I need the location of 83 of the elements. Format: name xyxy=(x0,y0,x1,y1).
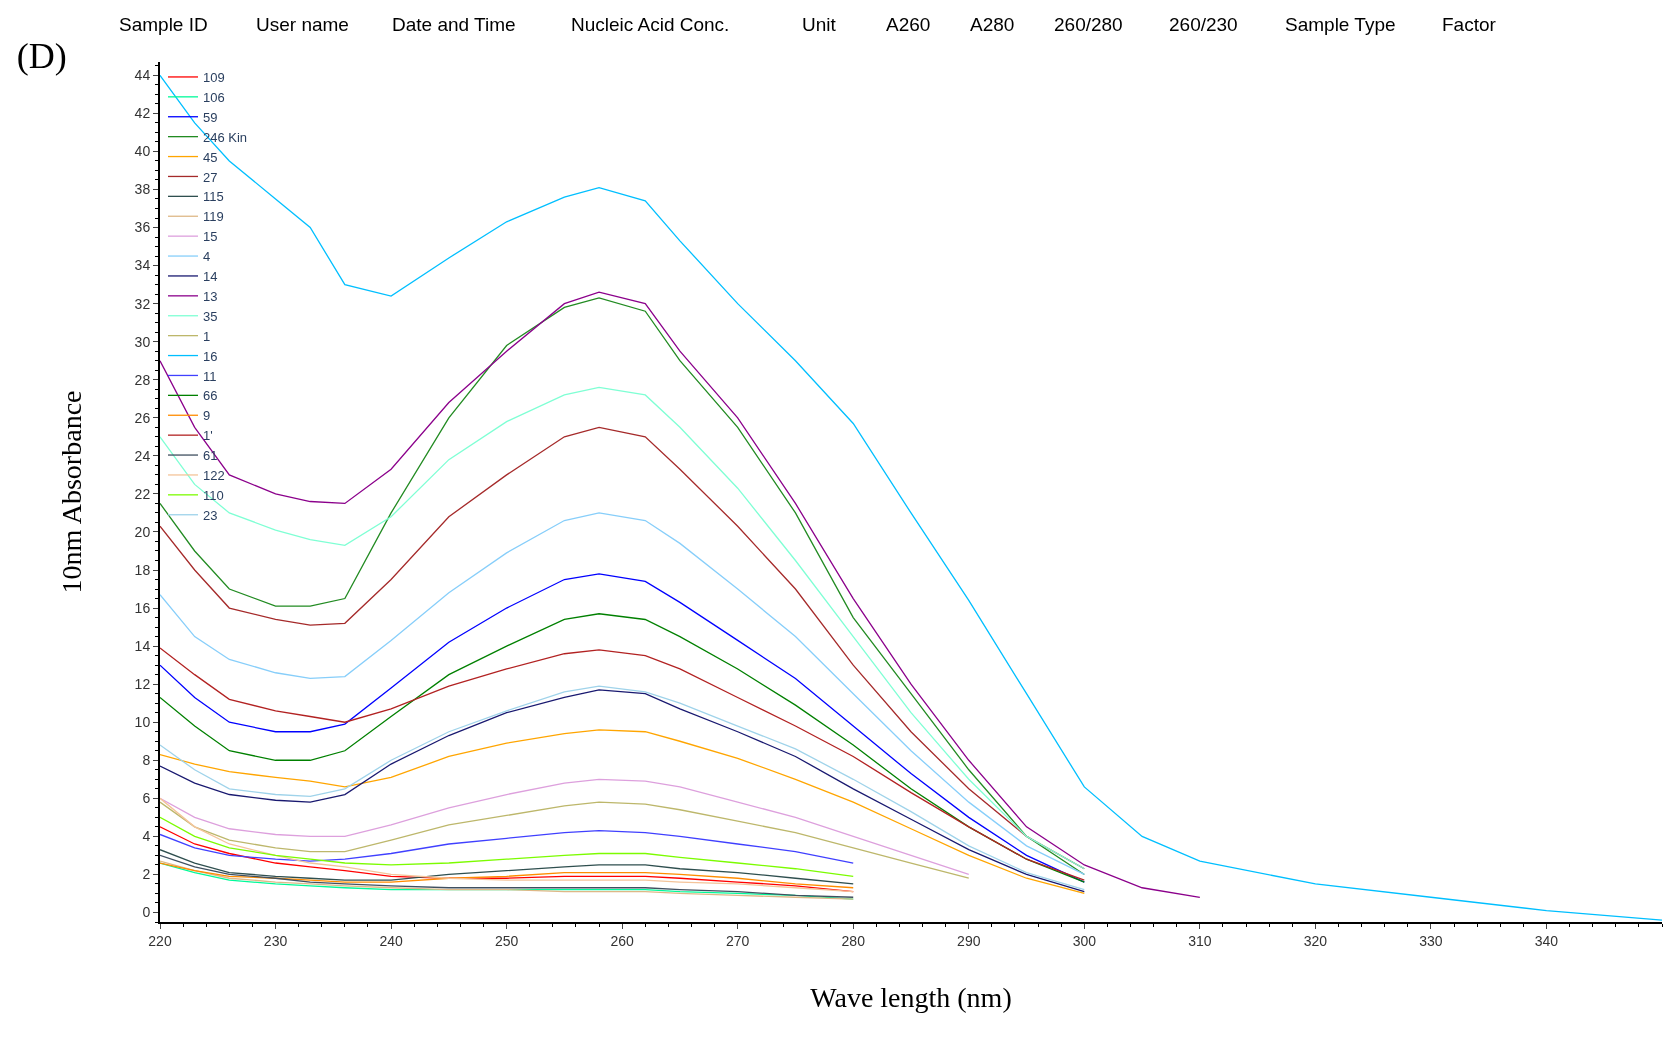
line-series xyxy=(160,291,1201,898)
y-tick-label: 12 xyxy=(134,676,151,693)
y-tick-label: 36 xyxy=(134,219,151,236)
legend-label: 45 xyxy=(203,149,218,165)
y-tick-label: 32 xyxy=(134,295,151,312)
y-tick-label: 4 xyxy=(142,828,151,845)
text: Sample ID xyxy=(119,14,208,35)
legend-label: 59 xyxy=(203,109,218,125)
legend-label: 122 xyxy=(203,468,225,484)
legend-label: 1 xyxy=(203,328,211,344)
y-tick-label: 0 xyxy=(142,904,151,921)
x-tick-label: 320 xyxy=(1303,932,1328,949)
line-series xyxy=(160,729,1085,895)
text: Date and Time xyxy=(392,14,516,35)
x-tick-label: 220 xyxy=(148,932,172,949)
legend-label: 15 xyxy=(203,229,218,245)
legend-label: 66 xyxy=(203,388,218,404)
text: A280 xyxy=(970,14,1015,35)
legend-label: 35 xyxy=(203,308,218,324)
legend-label: 16 xyxy=(203,348,218,364)
y-tick-label: 6 xyxy=(142,790,151,807)
y-tick-label: 44 xyxy=(134,67,151,84)
line-series xyxy=(160,830,854,864)
line-series xyxy=(160,816,854,877)
line-series xyxy=(160,778,970,876)
text: Factor xyxy=(1442,14,1497,35)
y-tick-label: 14 xyxy=(134,638,151,655)
x-tick-label: 260 xyxy=(610,932,635,949)
y-tick-label: 10 xyxy=(134,714,151,731)
text: Sample Type xyxy=(1285,14,1396,35)
legend-label: 1' xyxy=(203,428,213,444)
x-tick-label: 240 xyxy=(379,932,403,949)
line-series xyxy=(160,849,854,885)
y-tick-label: 8 xyxy=(142,752,151,769)
legend-label: 27 xyxy=(203,169,218,185)
legend-label: 110 xyxy=(203,487,224,503)
x-tick-label: 290 xyxy=(957,932,981,949)
legend-label: 106 xyxy=(203,89,225,105)
x-tick-label: 330 xyxy=(1419,932,1443,949)
x-tick-label: 280 xyxy=(841,932,866,949)
y-tick-label: 18 xyxy=(134,561,151,578)
legend-label: 9 xyxy=(203,408,211,424)
legend-label: 115 xyxy=(203,189,224,205)
legend-label: 109 xyxy=(203,70,225,86)
y-tick-label: 24 xyxy=(134,447,151,464)
y-tick-label: 28 xyxy=(134,371,151,388)
legend-label: 13 xyxy=(203,288,218,304)
legend-label: 14 xyxy=(203,269,218,285)
x-tick-label: 300 xyxy=(1072,932,1097,949)
line-series xyxy=(160,854,854,898)
y-tick-label: 34 xyxy=(134,257,151,274)
text: Nucleic Acid Conc. xyxy=(571,14,730,35)
y-tick-label: 42 xyxy=(134,105,151,122)
legend-label: 61 xyxy=(203,448,218,464)
line-series xyxy=(160,801,970,879)
chart-title: (D) xyxy=(16,36,67,77)
y-tick-label: 20 xyxy=(134,523,151,540)
text: Unit xyxy=(802,14,837,35)
legend-label: 23 xyxy=(203,507,218,523)
legend-label: 11 xyxy=(203,368,217,384)
x-tick-label: 270 xyxy=(726,932,750,949)
y-tick-label: 30 xyxy=(134,333,151,350)
x-axis-title: Wave length (nm) xyxy=(810,982,1012,1014)
y-tick-label: 26 xyxy=(134,409,151,426)
x-tick-label: 310 xyxy=(1188,932,1212,949)
text: 260/230 xyxy=(1169,14,1238,35)
text: 260/280 xyxy=(1054,14,1123,35)
x-tick-label: 250 xyxy=(494,932,519,949)
text: A260 xyxy=(886,14,931,35)
line-series xyxy=(160,797,854,893)
legend-label: 119 xyxy=(203,209,224,225)
x-tick-label: 230 xyxy=(263,932,288,949)
y-tick-label: 38 xyxy=(134,181,151,198)
y-tick-label: 16 xyxy=(134,599,151,616)
y-tick-label: 2 xyxy=(142,866,151,883)
line-series xyxy=(160,512,1085,876)
x-tick-label: 340 xyxy=(1534,932,1559,949)
line-series xyxy=(160,862,854,889)
y-axis-title: 10nm Absorbance xyxy=(55,390,87,594)
y-tick-label: 22 xyxy=(134,485,151,502)
y-tick-label: 40 xyxy=(134,143,151,160)
legend-label: 4 xyxy=(203,249,211,265)
text: User name xyxy=(256,14,349,35)
